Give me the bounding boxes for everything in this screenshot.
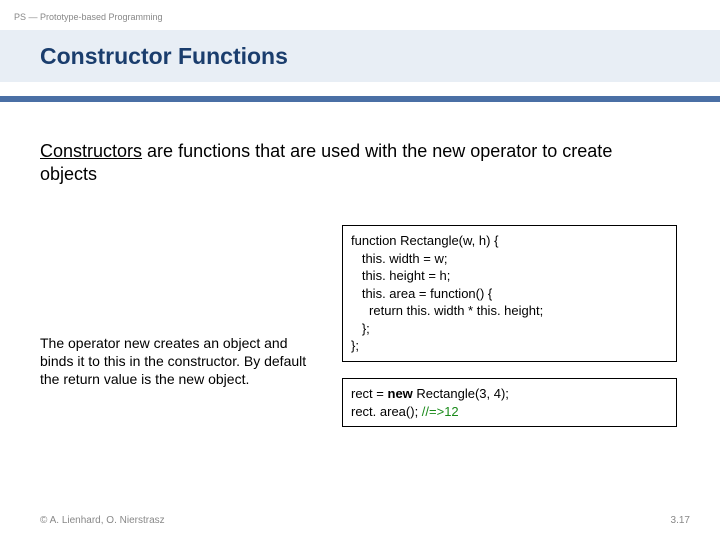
keyword-new: new — [388, 386, 413, 401]
code2-line1: rect = new Rectangle(3, 4); — [351, 385, 668, 403]
intro-underlined: Constructors — [40, 141, 142, 161]
footer-page-number: 3.17 — [671, 515, 690, 526]
footer-authors: © A. Lienhard, O. Nierstrasz — [40, 515, 165, 526]
explanation: The operator new creates an object and b… — [40, 334, 310, 389]
course-label: PS — Prototype-based Programming — [14, 12, 163, 22]
title-band: Constructor Functions — [0, 30, 720, 82]
code2-l1-pre: rect = — [351, 386, 388, 401]
code2-l1-post: Rectangle(3, 4); — [413, 386, 509, 401]
code-comment: //=>12 — [422, 404, 459, 419]
divider — [0, 96, 720, 102]
code2-line2: rect. area(); //=>12 — [351, 403, 668, 421]
code-box-2: rect = new Rectangle(3, 4); rect. area()… — [342, 378, 677, 427]
intro-paragraph: Constructors are functions that are used… — [40, 140, 640, 187]
slide-title: Constructor Functions — [40, 43, 288, 70]
code-box-1: function Rectangle(w, h) { this. width =… — [342, 225, 677, 362]
code2-l2-pre: rect. area(); — [351, 404, 422, 419]
